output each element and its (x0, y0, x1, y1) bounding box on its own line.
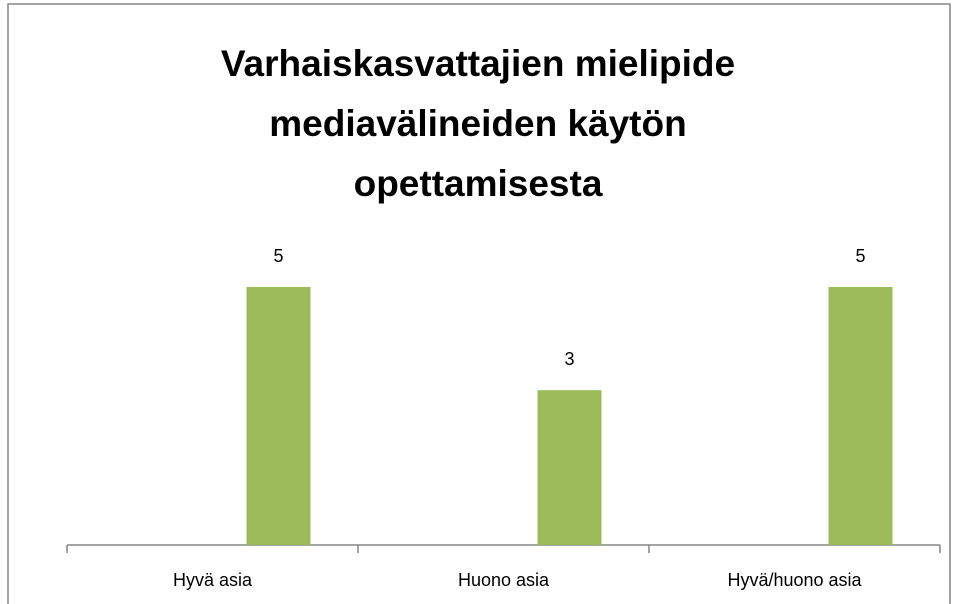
data-label: 5 (855, 246, 865, 266)
x-tick-label: Hyvä/huono asia (727, 570, 862, 590)
chart-title: Varhaiskasvattajien mielipide mediavälin… (220, 43, 736, 204)
data-label: 5 (273, 246, 283, 266)
bar (246, 287, 311, 545)
bar (828, 287, 893, 545)
data-label: 3 (564, 349, 574, 369)
x-tick-label: Hyvä asia (173, 570, 253, 590)
bar (537, 390, 602, 545)
x-tick-label: Huono asia (458, 570, 550, 590)
chart-border (7, 3, 951, 604)
